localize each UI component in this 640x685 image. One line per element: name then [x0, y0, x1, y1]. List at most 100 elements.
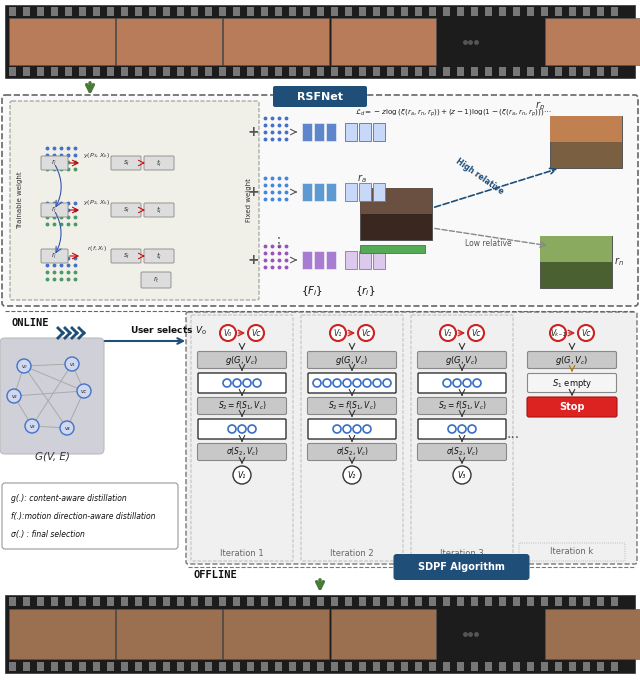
FancyBboxPatch shape: [41, 156, 68, 170]
Text: $\mathcal{L}_d=-z\log\left(\xi(r_a,r_n,r_p)\right)+(z-1)\log\!\left(1-\left(\xi(: $\mathcal{L}_d=-z\log\left(\xi(r_a,r_n,r…: [355, 108, 552, 119]
Circle shape: [17, 359, 31, 373]
Text: $g(G,V_c)$: $g(G,V_c)$: [335, 353, 369, 366]
Bar: [331, 67, 338, 76]
Bar: [5, 595, 635, 673]
Text: $s_i$: $s_i$: [122, 251, 129, 260]
Bar: [107, 597, 114, 606]
FancyBboxPatch shape: [41, 249, 68, 263]
Bar: [9, 7, 16, 16]
Bar: [545, 18, 640, 65]
Bar: [37, 597, 44, 606]
Bar: [540, 236, 612, 288]
Bar: [9, 662, 16, 671]
Bar: [9, 18, 115, 65]
Bar: [457, 662, 464, 671]
Bar: [569, 597, 576, 606]
Text: +: +: [247, 253, 259, 267]
Bar: [387, 597, 394, 606]
Text: f(.):motion direction-aware distillation: f(.):motion direction-aware distillation: [11, 512, 156, 521]
Bar: [149, 597, 156, 606]
FancyBboxPatch shape: [111, 156, 141, 170]
Bar: [247, 597, 254, 606]
Bar: [191, 67, 198, 76]
FancyBboxPatch shape: [417, 443, 506, 460]
Bar: [555, 67, 562, 76]
Bar: [331, 7, 338, 16]
Bar: [485, 662, 492, 671]
Text: Vc: Vc: [471, 329, 481, 338]
Text: User selects $V_0$: User selects $V_0$: [130, 325, 207, 337]
Bar: [93, 662, 100, 671]
Text: $\{F_i\}$: $\{F_i\}$: [301, 284, 323, 298]
Bar: [457, 597, 464, 606]
Bar: [387, 67, 394, 76]
FancyBboxPatch shape: [307, 443, 397, 460]
Bar: [116, 18, 222, 65]
Text: High relative: High relative: [454, 156, 506, 196]
Bar: [37, 67, 44, 76]
FancyBboxPatch shape: [2, 95, 638, 306]
Bar: [135, 67, 142, 76]
Bar: [359, 67, 366, 76]
Bar: [177, 67, 184, 76]
Text: V₁: V₁: [238, 471, 246, 479]
Text: v₁: v₁: [69, 362, 75, 366]
Bar: [597, 7, 604, 16]
Bar: [302, 251, 312, 269]
Bar: [289, 662, 296, 671]
FancyBboxPatch shape: [186, 312, 637, 564]
Bar: [191, 597, 198, 606]
Bar: [485, 7, 492, 16]
Text: $\{r_i\}$: $\{r_i\}$: [355, 284, 375, 298]
Text: $s_i$: $s_i$: [122, 206, 129, 214]
Bar: [51, 597, 58, 606]
Bar: [429, 597, 436, 606]
Bar: [345, 7, 352, 16]
FancyBboxPatch shape: [41, 203, 68, 217]
Circle shape: [440, 325, 456, 341]
Bar: [219, 662, 226, 671]
Bar: [303, 67, 310, 76]
Text: $g(G,V_c)$: $g(G,V_c)$: [225, 353, 259, 366]
Bar: [247, 67, 254, 76]
Bar: [540, 236, 612, 262]
Bar: [135, 597, 142, 606]
Text: $\sigma(S_2,V_c)$: $\sigma(S_2,V_c)$: [225, 446, 259, 458]
Bar: [373, 597, 380, 606]
Bar: [611, 7, 618, 16]
Bar: [360, 188, 432, 214]
Text: $g(G,V_c)$: $g(G,V_c)$: [556, 353, 589, 366]
FancyBboxPatch shape: [144, 203, 174, 217]
Bar: [303, 662, 310, 671]
Bar: [314, 183, 324, 201]
Bar: [65, 67, 72, 76]
Bar: [555, 662, 562, 671]
Bar: [205, 7, 212, 16]
Bar: [223, 609, 329, 660]
Bar: [79, 7, 86, 16]
Circle shape: [453, 466, 471, 484]
Bar: [121, 597, 128, 606]
Bar: [359, 251, 371, 269]
Bar: [555, 597, 562, 606]
Bar: [360, 245, 425, 253]
Circle shape: [25, 419, 39, 433]
Bar: [107, 662, 114, 671]
Bar: [121, 67, 128, 76]
FancyBboxPatch shape: [111, 249, 141, 263]
Text: $t_i$: $t_i$: [156, 204, 162, 216]
Bar: [513, 7, 520, 16]
Bar: [275, 67, 282, 76]
FancyBboxPatch shape: [144, 249, 174, 263]
FancyBboxPatch shape: [417, 351, 506, 369]
FancyBboxPatch shape: [418, 419, 506, 439]
Bar: [457, 7, 464, 16]
Bar: [107, 67, 114, 76]
Bar: [443, 7, 450, 16]
Text: Iteration 1: Iteration 1: [220, 549, 264, 558]
Bar: [499, 597, 506, 606]
Bar: [471, 597, 478, 606]
Bar: [345, 183, 357, 201]
FancyBboxPatch shape: [418, 373, 506, 393]
Text: ⋮: ⋮: [272, 236, 286, 250]
